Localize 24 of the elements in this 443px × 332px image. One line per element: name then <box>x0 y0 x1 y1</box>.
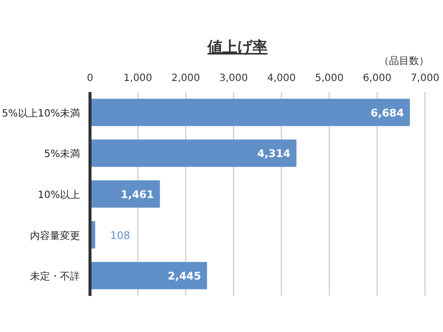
data-label: 6,684 <box>370 107 404 120</box>
x-axis-title: （品目数） <box>379 56 429 67</box>
y-tick-label: 未定・不詳 <box>30 270 80 283</box>
data-label: 4,314 <box>257 148 290 160</box>
bar <box>90 140 296 167</box>
data-label: 2,445 <box>168 270 202 283</box>
x-tick-label: 2,000 <box>171 73 200 84</box>
x-tick-label: 3,000 <box>219 73 248 84</box>
y-tick-label: 5%以上10%未満 <box>2 107 80 120</box>
y-tick-label: 5%未満 <box>44 148 80 160</box>
chart-title: 値上げ率 <box>206 38 268 56</box>
x-tick-label: 7,000 <box>410 73 440 84</box>
data-label: 108 <box>110 230 130 242</box>
x-tick-label: 5,000 <box>314 73 344 84</box>
x-tick-label: 0 <box>86 73 94 84</box>
bar <box>90 262 208 290</box>
y-tick-label: 内容量変更 <box>30 230 80 242</box>
x-tick-label: 1,000 <box>124 73 152 84</box>
bar <box>90 180 160 208</box>
x-tick-label: 6,000 <box>362 73 392 84</box>
x-tick-label: 4,000 <box>267 73 296 84</box>
bar <box>90 98 410 126</box>
data-label: 1,461 <box>120 189 154 201</box>
y-tick-label: 10%以上 <box>38 189 80 201</box>
